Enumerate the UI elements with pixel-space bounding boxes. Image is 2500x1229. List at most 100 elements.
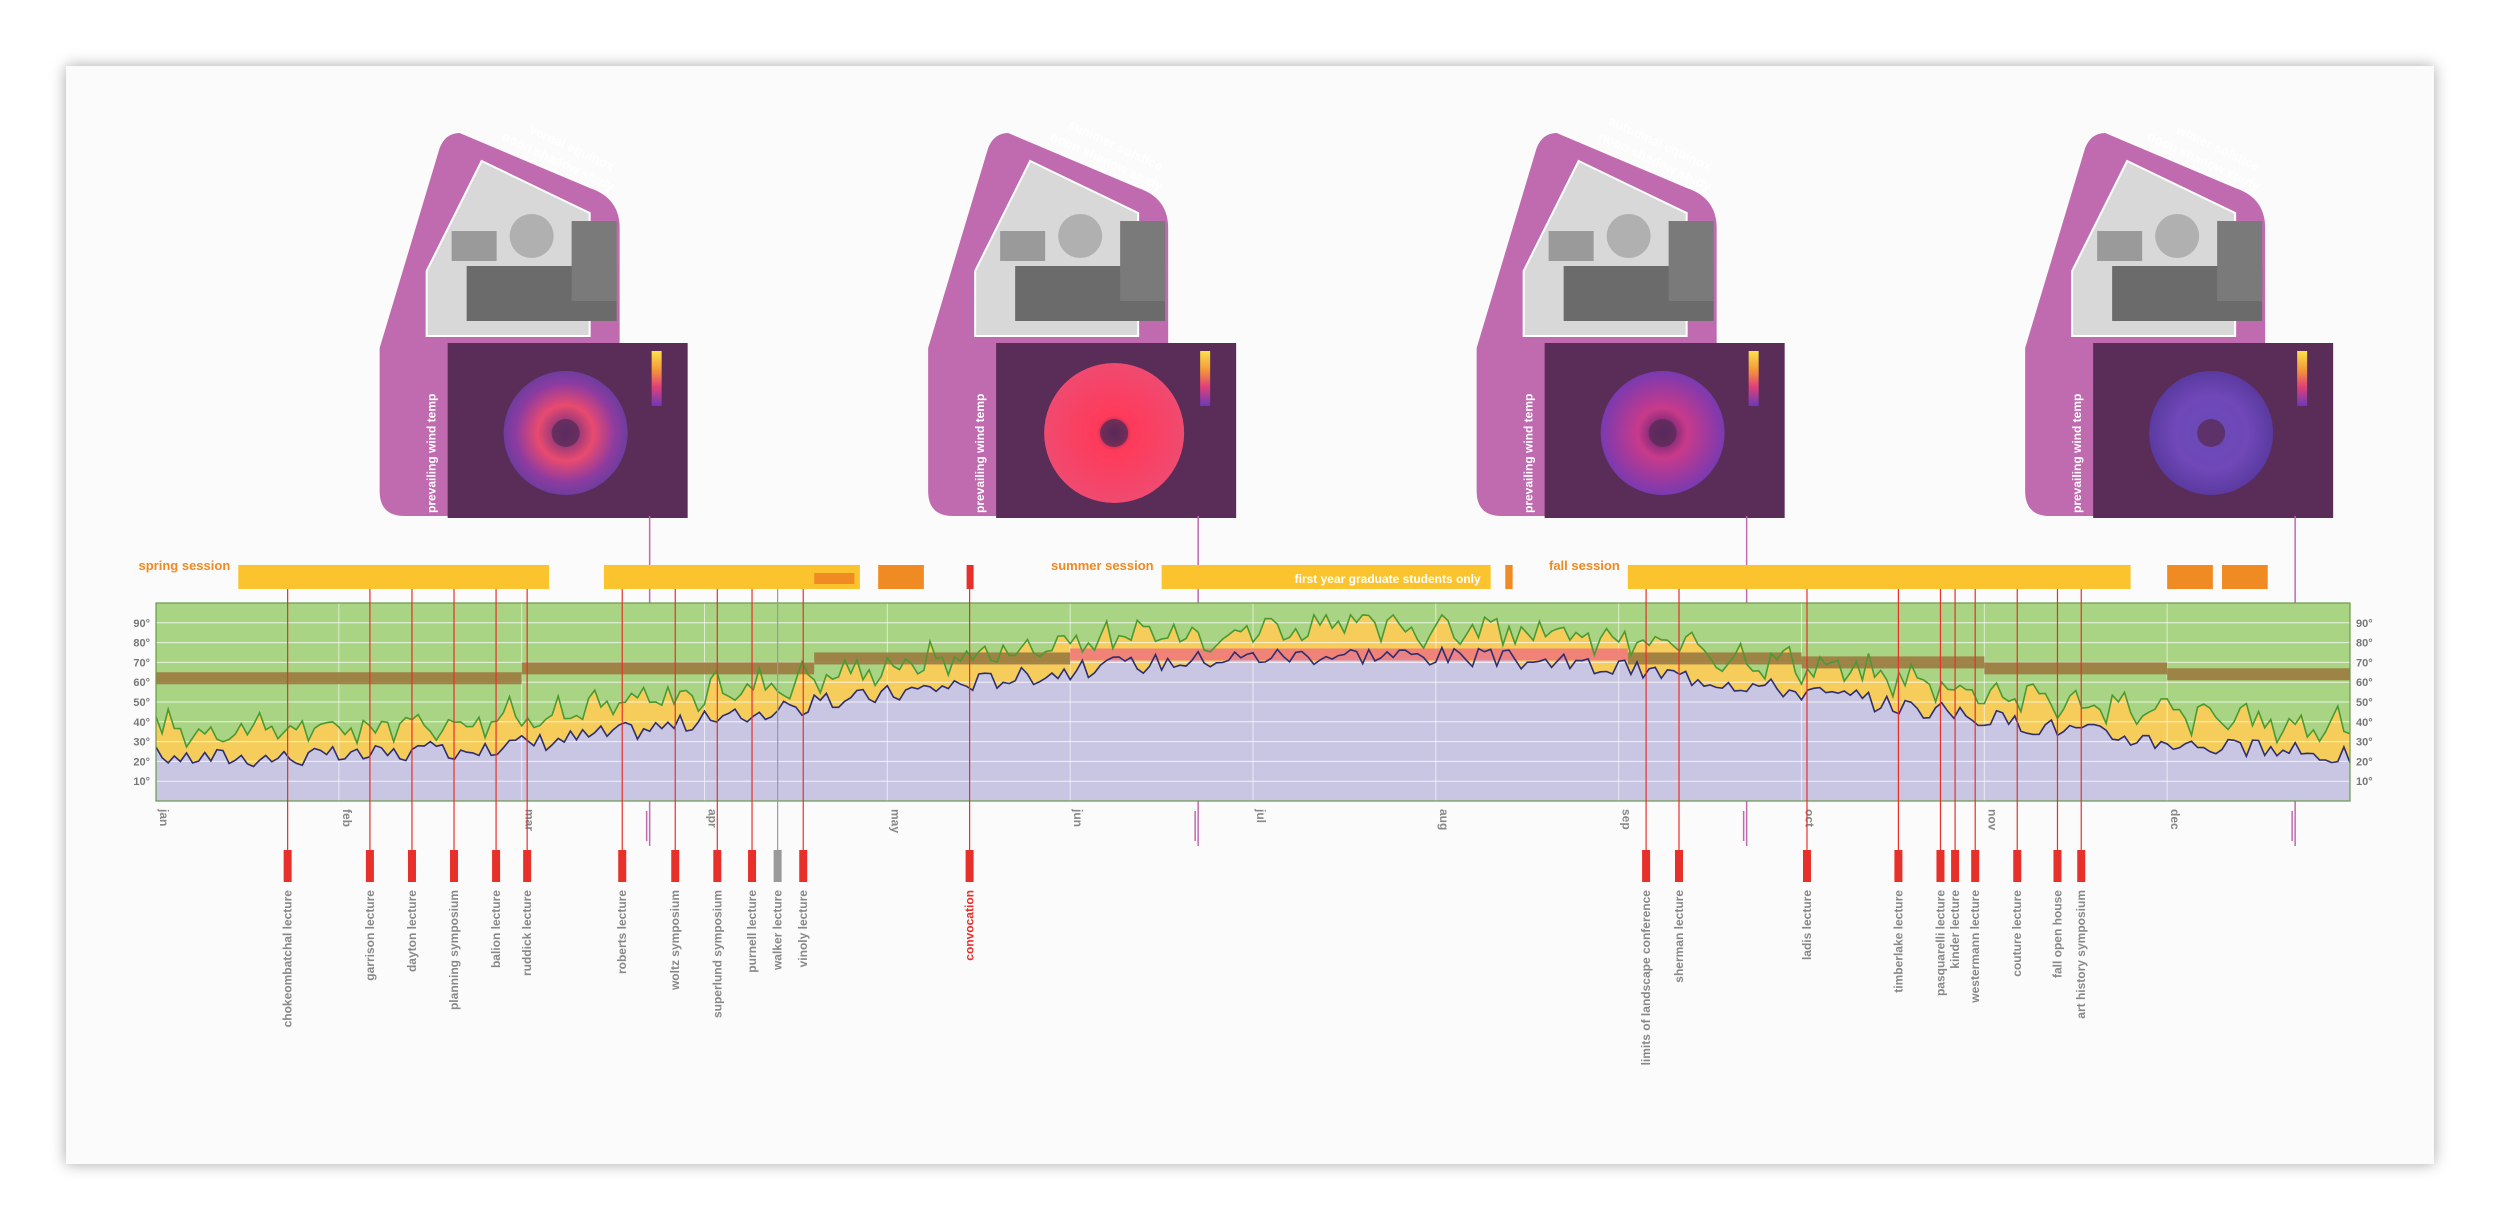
month-label: feb bbox=[340, 809, 354, 827]
event-label: pasquarelli lecture bbox=[1933, 890, 1947, 996]
event-tick bbox=[1642, 850, 1651, 882]
shadow-building bbox=[2097, 231, 2143, 261]
shadow-courtyard bbox=[1606, 214, 1651, 258]
month-label: nov bbox=[1985, 809, 1999, 831]
temperature-plot bbox=[155, 602, 2351, 802]
comfort-band-segment bbox=[1627, 652, 1802, 665]
shadow-building bbox=[1548, 231, 1594, 261]
y-tick-right: 90° bbox=[2356, 618, 2373, 630]
event-tick bbox=[671, 850, 680, 882]
event-label: ladis lecture bbox=[1800, 890, 1814, 960]
shadow-courtyard bbox=[2155, 214, 2200, 258]
y-tick-left: 10° bbox=[133, 776, 150, 788]
event-label: art history symposium bbox=[2074, 890, 2088, 1019]
convocation-top-marker bbox=[966, 565, 974, 589]
y-tick-left: 30° bbox=[133, 737, 150, 749]
month-label: jul bbox=[1254, 808, 1268, 823]
event-label: vinoly lecture bbox=[796, 890, 810, 968]
y-tick-left: 50° bbox=[133, 697, 150, 709]
session-label: fall session bbox=[1549, 558, 1620, 573]
event-tick bbox=[365, 850, 374, 882]
event-tick bbox=[1936, 850, 1945, 882]
wind-rose-center bbox=[1648, 419, 1677, 447]
wind-scale-bar bbox=[651, 351, 662, 406]
y-tick-right: 60° bbox=[2356, 677, 2373, 689]
shadow-building bbox=[451, 231, 497, 261]
event-label: westermann lecture bbox=[1968, 890, 1982, 1004]
y-tick-right: 70° bbox=[2356, 657, 2373, 669]
event-tick bbox=[965, 850, 974, 882]
event-tick bbox=[492, 850, 501, 882]
shadow-courtyard bbox=[1058, 214, 1103, 258]
event-label: superlund symposium bbox=[710, 890, 724, 1018]
month-label: jan bbox=[157, 808, 171, 826]
session-bar bbox=[238, 565, 550, 589]
event-tick bbox=[283, 850, 292, 882]
session-sub-label: first year graduate students only bbox=[1295, 572, 1481, 586]
event-tick bbox=[523, 850, 532, 882]
month-label: jun bbox=[1071, 808, 1085, 827]
y-tick-left: 70° bbox=[133, 657, 150, 669]
wind-rose-center bbox=[551, 419, 580, 447]
y-tick-left: 80° bbox=[133, 638, 150, 650]
month-label: apr bbox=[706, 809, 720, 828]
event-tick bbox=[2053, 850, 2062, 882]
y-tick-right: 50° bbox=[2356, 697, 2373, 709]
month-label: mar bbox=[523, 809, 537, 831]
event-markers: chokeombatchal lecture garrison lecture da… bbox=[281, 589, 2088, 1065]
event-label: convocation bbox=[963, 890, 977, 961]
y-tick-right: 30° bbox=[2356, 737, 2373, 749]
event-label: timberlake lecture bbox=[1891, 890, 1905, 993]
academic-sessions: spring session summer session first year g… bbox=[139, 558, 2268, 589]
event-label: garrison lecture bbox=[363, 890, 377, 981]
event-label: dayton lecture bbox=[405, 890, 419, 972]
y-tick-right: 20° bbox=[2356, 756, 2373, 768]
panel-wind-title: prevailing wind temp bbox=[1522, 394, 1536, 513]
month-label: dec bbox=[2168, 809, 2182, 830]
event-label: sherman lecture bbox=[1672, 890, 1686, 983]
event-tick bbox=[618, 850, 627, 882]
session-block bbox=[2222, 565, 2268, 589]
event-tick bbox=[748, 850, 757, 882]
session-block bbox=[878, 565, 924, 589]
plot-frame bbox=[155, 602, 2351, 802]
panel-wind-title: prevailing wind temp bbox=[425, 394, 439, 513]
event-label: chokeombatchal lecture bbox=[281, 890, 295, 1028]
y-tick-left: 40° bbox=[133, 717, 150, 729]
event-tick bbox=[1971, 850, 1980, 882]
session-block bbox=[2167, 565, 2213, 589]
comfort-band-segment bbox=[1984, 662, 2168, 675]
event-tick bbox=[1802, 850, 1811, 882]
event-tick bbox=[799, 850, 808, 882]
comfort-band-segment bbox=[156, 672, 522, 685]
event-label: balion lecture bbox=[489, 890, 503, 968]
wind-rose-center bbox=[1100, 419, 1129, 447]
high-temp-line bbox=[155, 612, 2351, 749]
month-label: aug bbox=[1437, 809, 1451, 830]
y-tick-left: 90° bbox=[133, 618, 150, 630]
shadow-building bbox=[571, 221, 617, 301]
wind-scale-bar bbox=[2297, 351, 2308, 406]
event-tick bbox=[450, 850, 459, 882]
y-tick-right: 10° bbox=[2356, 776, 2373, 788]
comfort-band-segment bbox=[1801, 656, 1985, 669]
panel-wind-title: prevailing wind temp bbox=[973, 394, 987, 513]
y-tick-right: 80° bbox=[2356, 638, 2373, 650]
axis-ticks: 10° 10° 20° 20° 30° 30° 40° 40° 50° 50° 60° 60° 70° 7… bbox=[133, 618, 2372, 834]
shadow-courtyard bbox=[509, 214, 554, 258]
event-label: roberts lecture bbox=[615, 890, 629, 974]
month-label: sep bbox=[1620, 809, 1634, 830]
session-bar bbox=[1627, 565, 2131, 589]
month-label: may bbox=[888, 809, 902, 833]
session-label: summer session bbox=[1051, 558, 1154, 573]
comfort-band-segment bbox=[521, 662, 815, 675]
low-temp-line bbox=[155, 645, 2351, 768]
comfort-band-segment bbox=[2167, 668, 2350, 681]
event-tick bbox=[2013, 850, 2022, 882]
y-tick-right: 40° bbox=[2356, 717, 2373, 729]
event-tick bbox=[1951, 850, 1960, 882]
